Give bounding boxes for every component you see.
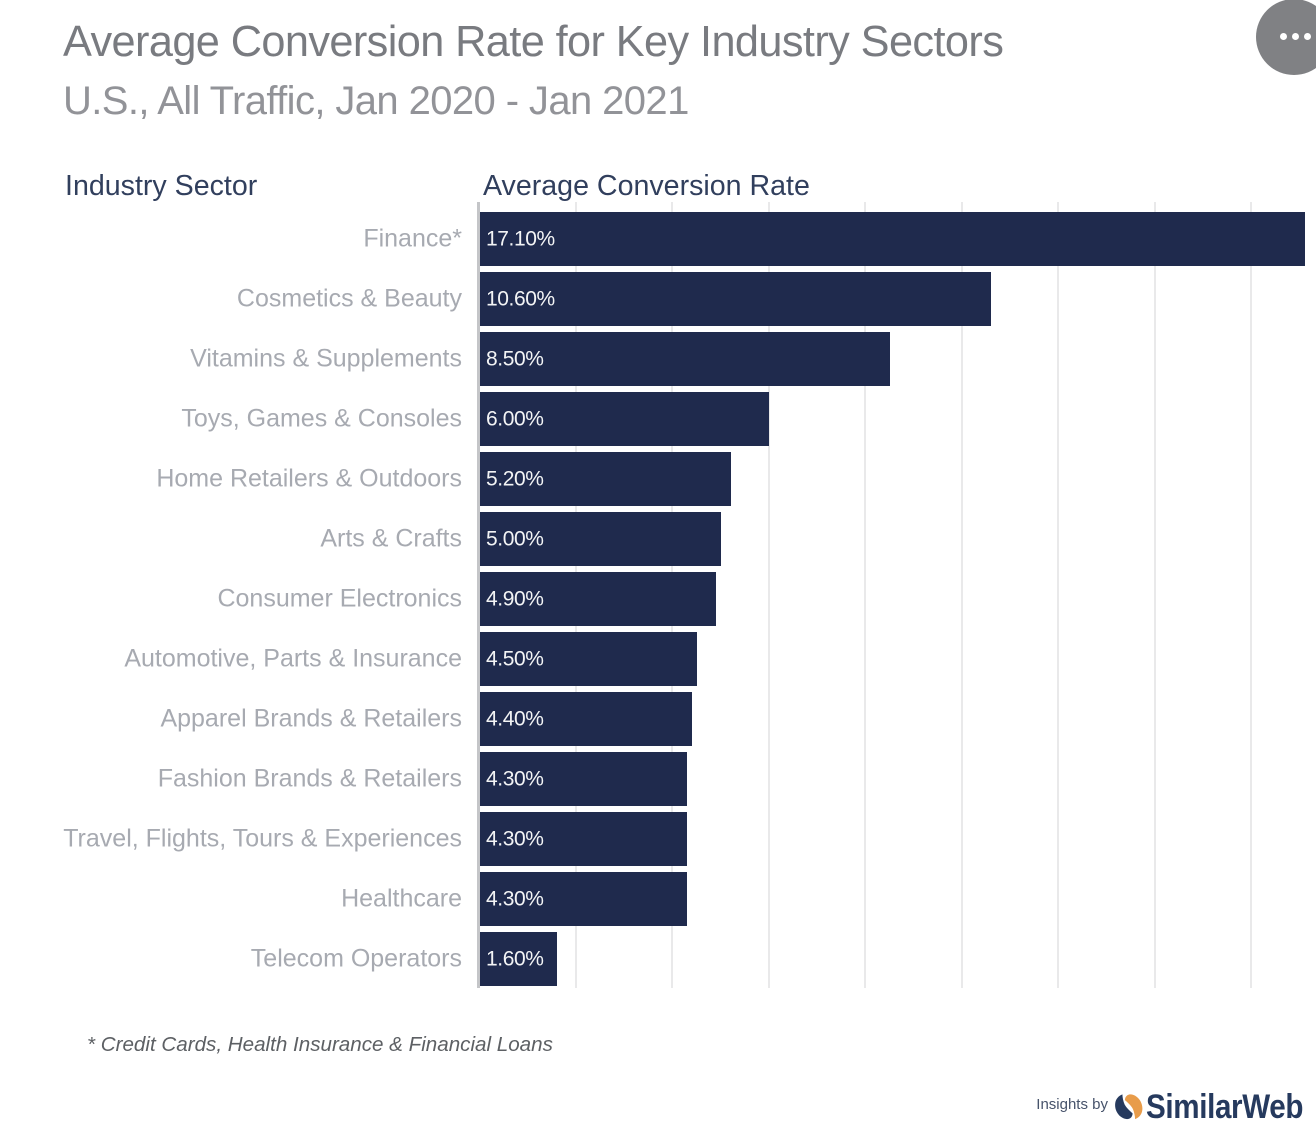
category-label: Healthcare	[341, 884, 462, 912]
category-label: Arts & Crafts	[320, 524, 462, 552]
similarweb-logo-icon	[1115, 1094, 1143, 1120]
gridline	[864, 202, 867, 988]
gridline	[1057, 202, 1060, 988]
category-label: Toys, Games & Consoles	[181, 404, 462, 432]
bar-value-label: 4.30%	[486, 827, 544, 850]
bar-value-label: 6.00%	[486, 407, 544, 430]
bar-value-label: 5.00%	[486, 527, 544, 550]
bar-row: Travel, Flights, Tours & Experiences 4.30…	[0, 811, 1316, 866]
bar: 6.00%	[480, 391, 770, 446]
bar-value-label: 10.60%	[486, 287, 555, 310]
category-label: Fashion Brands & Retailers	[157, 764, 462, 792]
bar: 4.50%	[480, 631, 698, 686]
bar-value-label: 8.50%	[486, 347, 544, 370]
bar-row: Arts & Crafts 5.00%	[0, 511, 1316, 566]
y-axis-line	[477, 202, 480, 988]
brand-name: SimilarWeb	[1146, 1087, 1304, 1126]
bar-row: Healthcare 4.30%	[0, 871, 1316, 926]
bar-value-label: 4.30%	[486, 887, 544, 910]
category-label: Travel, Flights, Tours & Experiences	[63, 824, 462, 852]
bar-value-label: 4.90%	[486, 587, 544, 610]
bar-row: Home Retailers & Outdoors 5.20%	[0, 451, 1316, 506]
bar-row: Apparel Brands & Retailers 4.40%	[0, 691, 1316, 746]
gridline	[767, 202, 770, 988]
category-label: Cosmetics & Beauty	[236, 284, 462, 312]
bar-value-label: 17.10%	[486, 227, 555, 250]
bar-row: Telecom Operators 1.60%	[0, 931, 1316, 986]
bar-chart-plot-area: Finance* 17.10% Cosmetics & Beauty 10.60% Vi…	[0, 202, 1316, 988]
bar-value-label: 4.40%	[486, 707, 544, 730]
category-label: Automotive, Parts & Insurance	[124, 644, 462, 672]
category-label: Telecom Operators	[250, 944, 462, 972]
attribution: Insights by SimilarWeb	[0, 1080, 1316, 1130]
bar: 4.90%	[480, 571, 717, 626]
gridline	[1250, 202, 1253, 988]
category-label: Finance*	[363, 224, 462, 252]
bar: 4.30%	[480, 871, 688, 926]
column-header-industry-sector: Industry Sector	[65, 170, 258, 202]
bar-value-label: 5.20%	[486, 467, 544, 490]
bar-row: Vitamins & Supplements 8.50%	[0, 331, 1316, 386]
bar: 1.60%	[480, 931, 558, 986]
page-subtitle: U.S., All Traffic, Jan 2020 - Jan 2021	[63, 79, 689, 123]
column-header-average-conversion-rate: Average Conversion Rate	[483, 170, 810, 202]
bar: 8.50%	[480, 331, 891, 386]
insights-by-label: Insights by	[1036, 1095, 1108, 1113]
bar-row: Automotive, Parts & Insurance 4.50%	[0, 631, 1316, 686]
category-label: Apparel Brands & Retailers	[160, 704, 462, 732]
menu-button[interactable]	[1256, 0, 1316, 75]
bar-row: Fashion Brands & Retailers 4.30%	[0, 751, 1316, 806]
category-label: Consumer Electronics	[217, 584, 462, 612]
bar: 5.00%	[480, 511, 722, 566]
bar: 4.30%	[480, 751, 688, 806]
bar-value-label: 4.30%	[486, 767, 544, 790]
bar-row: Toys, Games & Consoles 6.00%	[0, 391, 1316, 446]
category-label: Home Retailers & Outdoors	[156, 464, 462, 492]
bar-value-label: 1.60%	[486, 947, 544, 970]
gridline	[960, 202, 963, 988]
bar-row: Finance* 17.10%	[0, 211, 1316, 266]
gridline	[1153, 202, 1156, 988]
bar: 4.30%	[480, 811, 688, 866]
category-label: Vitamins & Supplements	[190, 344, 462, 372]
ellipsis-icon	[1279, 33, 1311, 40]
bar: 17.10%	[480, 211, 1305, 266]
bar-row: Cosmetics & Beauty 10.60%	[0, 271, 1316, 326]
bar: 5.20%	[480, 451, 731, 506]
bar-value-label: 4.50%	[486, 647, 544, 670]
bar: 10.60%	[480, 271, 992, 326]
bar-row: Consumer Electronics 4.90%	[0, 571, 1316, 626]
page-title: Average Conversion Rate for Key Industry…	[63, 18, 1004, 66]
footnote: * Credit Cards, Health Insurance & Finan…	[87, 1033, 553, 1056]
bar: 4.40%	[480, 691, 693, 746]
